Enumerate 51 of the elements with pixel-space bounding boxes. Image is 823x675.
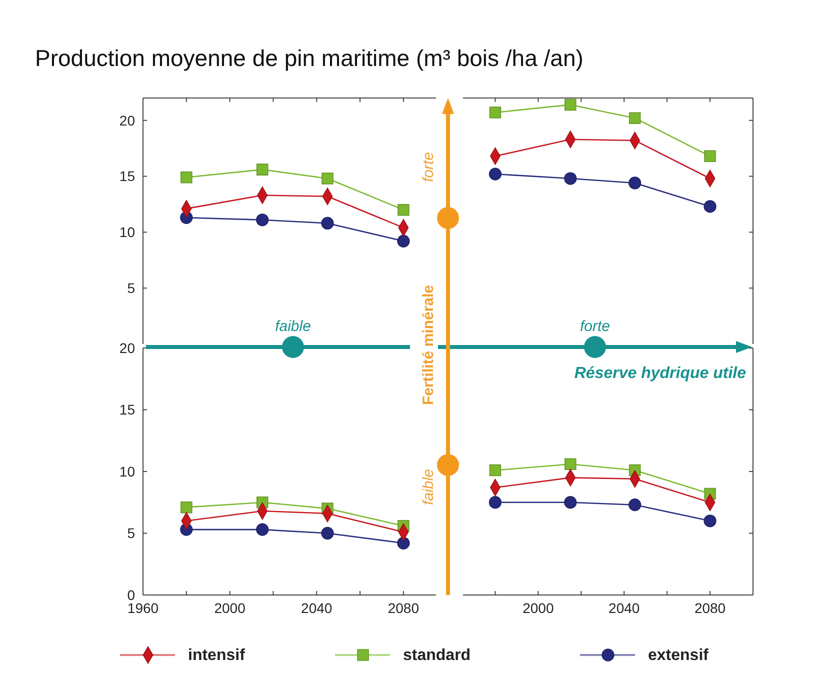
legend-label: standard (403, 647, 471, 664)
point (321, 216, 334, 230)
point (489, 464, 502, 476)
x-tick-label: 1960 (127, 600, 159, 616)
y-tick-label: 20 (119, 112, 136, 128)
point (564, 496, 577, 509)
point (398, 204, 410, 216)
x-tick-label: 2080 (388, 600, 420, 616)
x-tick-label: 2040 (608, 600, 640, 616)
point (397, 536, 410, 550)
point (704, 150, 716, 162)
point (489, 106, 502, 118)
point (628, 176, 642, 190)
point (180, 172, 192, 184)
x-tick-label: 2040 (301, 600, 332, 616)
annotation: forte (580, 318, 610, 335)
x-tick-label: 2080 (694, 600, 726, 616)
point (397, 234, 410, 248)
point (488, 168, 502, 180)
point (256, 214, 269, 226)
y-tick-label: 5 (127, 280, 136, 296)
legend-label: intensif (188, 647, 246, 664)
point (628, 112, 641, 124)
point (704, 514, 716, 528)
y-tick-label: 20 (119, 340, 136, 356)
y-tick-label: 10 (119, 224, 136, 240)
point (256, 164, 268, 176)
point (322, 172, 334, 184)
chart-title: Production moyenne de pin maritime (m³ bois /ha /an) (35, 45, 584, 71)
y-tick-label: 10 (119, 463, 136, 480)
y-tick-label: 15 (119, 168, 136, 184)
point (564, 98, 576, 111)
x-tick-label: 2000 (214, 600, 246, 616)
annotation: faible (275, 318, 311, 335)
point (256, 523, 269, 536)
y-tick-label: 15 (119, 402, 136, 418)
point (180, 501, 192, 514)
point (564, 172, 577, 185)
point (488, 496, 502, 509)
annotation: faible (420, 469, 437, 505)
annotation: Réserve hydrique utile (574, 365, 746, 382)
point (628, 498, 642, 512)
point (321, 526, 334, 540)
annotation: Fertilité minérale (420, 284, 437, 406)
point (704, 200, 716, 213)
y-tick-label: 5 (127, 525, 136, 542)
y-tick-label: 0 (127, 586, 136, 603)
x-tick-label: 2000 (522, 600, 554, 616)
legend-label: extensif (648, 647, 710, 664)
annotation: forte (420, 152, 437, 182)
point (564, 458, 576, 470)
